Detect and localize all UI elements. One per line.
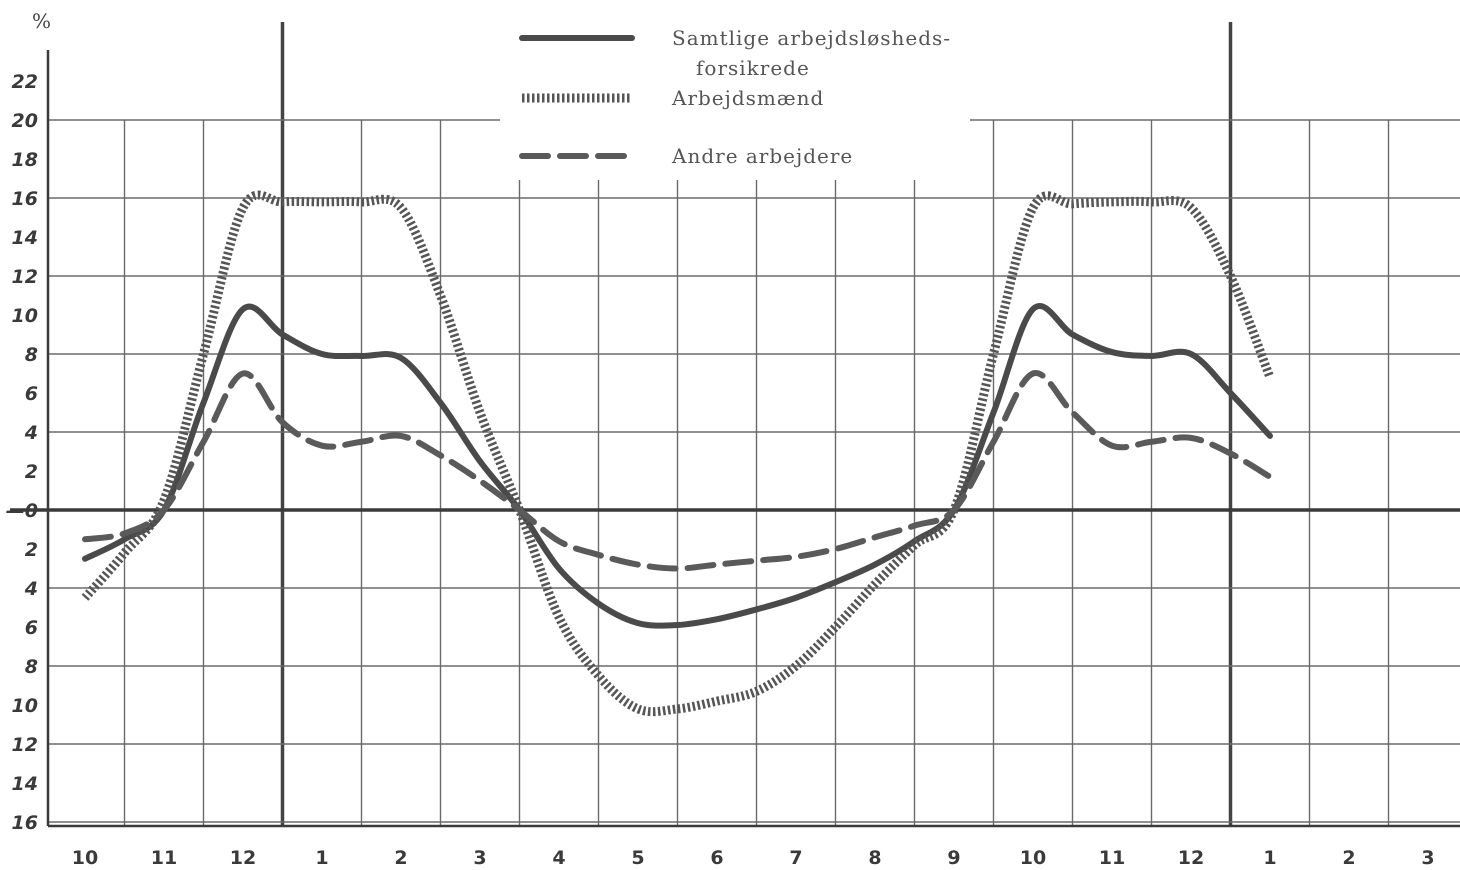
x-tick-label: 5: [631, 847, 644, 869]
axes: [10, 50, 1460, 828]
y-tick-labels: 22 20 18 16 14 12 10 8 6 4 2 —0 2 4 6 8 10 12 14 16: [6, 71, 38, 834]
x-tick-label: 12: [230, 847, 256, 869]
x-tick-label: 11: [1099, 847, 1125, 869]
legend-label: Arbejdsmænd: [671, 86, 824, 110]
legend-label: Samtlige arbejdsløsheds-: [672, 26, 951, 50]
x-tick-label: 6: [710, 847, 723, 869]
x-tick-label: 8: [868, 847, 881, 869]
y-tick-label: 10: [12, 305, 38, 327]
y-tick-label: 12: [12, 734, 38, 756]
x-tick-label: 11: [151, 847, 177, 869]
y-tick-label: 4: [24, 422, 38, 444]
y-tick-label: 14: [12, 773, 38, 795]
y-tick-label: 16: [12, 812, 38, 834]
y-tick-label: 8: [25, 344, 38, 366]
x-tick-label: 2: [1342, 847, 1355, 869]
x-tick-labels: 10 11 12 1 2 3 4 5 6 7 8 9 10 11 12 1 2 3: [72, 847, 1435, 869]
y-tick-label: 8: [25, 656, 38, 678]
y-tick-label: 22: [12, 71, 38, 93]
y-tick-label: 16: [12, 188, 38, 210]
y-tick-label: 14: [12, 227, 38, 249]
x-tick-label: 2: [394, 847, 407, 869]
x-tick-label: 10: [72, 847, 98, 869]
y-tick-label: 18: [12, 149, 38, 171]
y-tick-label: 2: [25, 539, 38, 561]
series-lines: [81, 190, 1275, 717]
legend-label: Andre arbejdere: [671, 144, 853, 168]
x-tick-label: 7: [789, 847, 802, 869]
horizontal-gridlines: [48, 119, 1460, 823]
legend: Samtlige arbejdsløsheds-forsikrede Arbejd…: [519, 26, 951, 168]
y-tick-label: —0: [6, 500, 38, 522]
x-tick-label: 10: [1020, 847, 1046, 869]
y-tick-label: 10: [12, 695, 38, 717]
x-tick-label: 3: [473, 847, 486, 869]
y-tick-label: 12: [12, 266, 38, 288]
series-line-solid: [82, 303, 1273, 629]
y-tick-label: 6: [25, 383, 38, 405]
y-tick-label: 20: [12, 110, 38, 132]
y-tick-label: 4: [24, 578, 38, 600]
series-line-dashed: [82, 370, 1273, 572]
legend-label: forsikrede: [696, 56, 810, 80]
x-tick-label: 12: [1178, 847, 1204, 869]
y-unit-label: %: [32, 9, 51, 33]
x-tick-label: 4: [552, 847, 565, 869]
series-line-dotted: [81, 190, 1275, 717]
x-tick-label: 1: [315, 847, 328, 869]
x-tick-label: 9: [947, 847, 960, 869]
x-tick-label: 1: [1263, 847, 1276, 869]
y-tick-label: 2: [25, 461, 38, 483]
y-tick-label: 6: [25, 617, 38, 639]
x-tick-label: 3: [1421, 847, 1434, 869]
